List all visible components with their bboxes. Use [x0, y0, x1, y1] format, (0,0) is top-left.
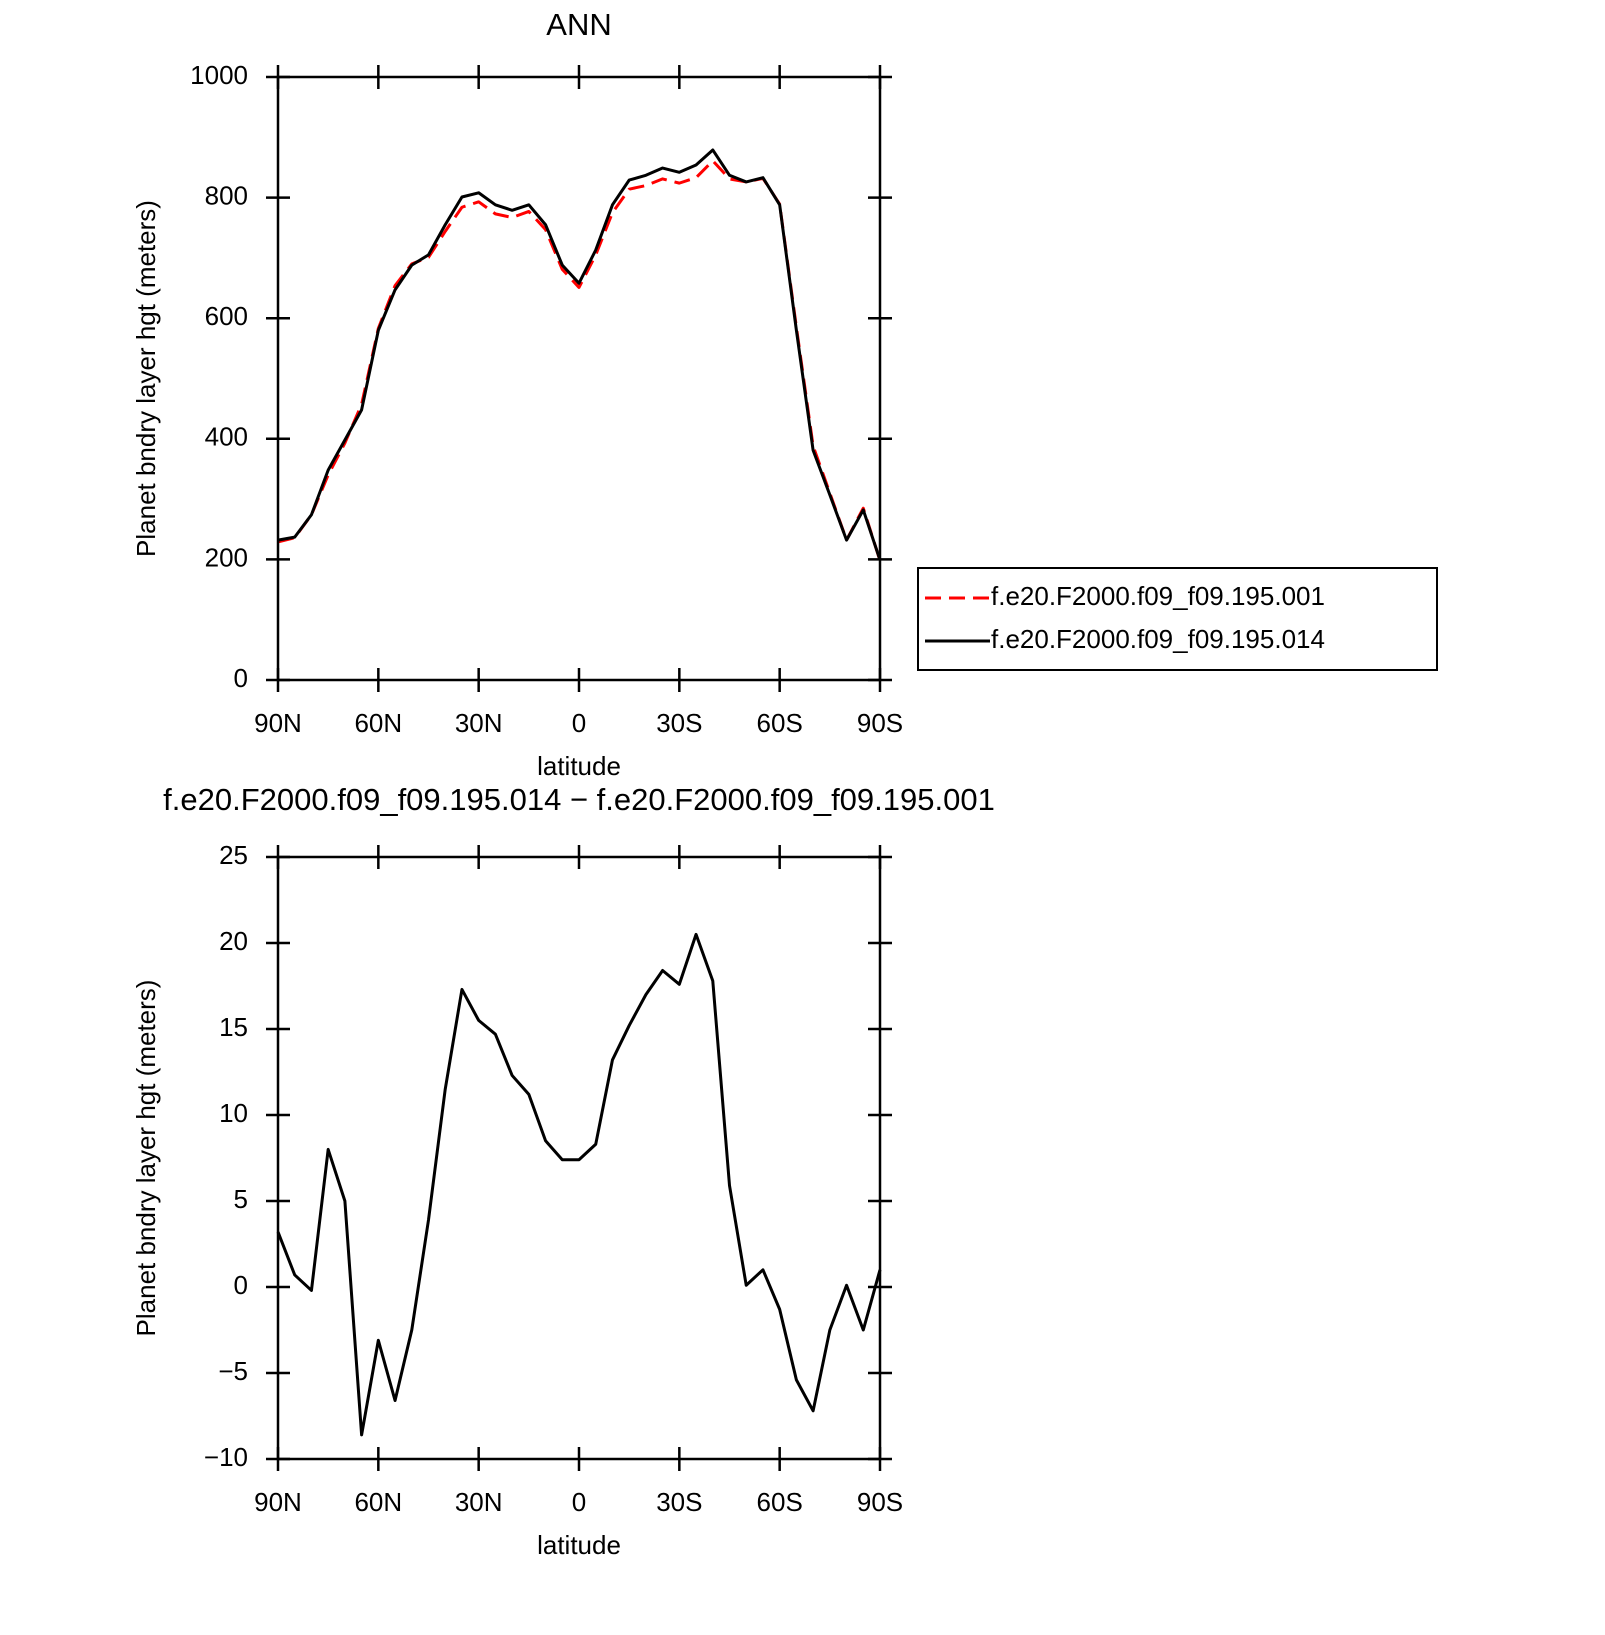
x-tick-label: 30N — [455, 1487, 503, 1517]
y-tick-label: 800 — [205, 180, 248, 210]
y-tick-label: 200 — [205, 542, 248, 572]
y-tick-label: 15 — [219, 1012, 248, 1042]
legend-label: f.e20.F2000.f09_f09.195.001 — [991, 581, 1325, 611]
y-tick-label: −10 — [204, 1442, 248, 1472]
x-tick-label: 60S — [757, 708, 803, 738]
plot-frame — [276, 75, 882, 682]
y-tick-label: 25 — [219, 840, 248, 870]
y-axis-label: Planet bndry layer hgt (meters) — [131, 200, 161, 557]
x-tick-label: 30S — [656, 1487, 702, 1517]
x-axis-label: latitude — [537, 1530, 621, 1560]
data-line — [277, 159, 882, 562]
legend-box — [917, 567, 1438, 671]
y-tick-label: 5 — [234, 1184, 248, 1214]
data-line — [277, 148, 882, 561]
x-tick-label: 0 — [572, 1487, 586, 1517]
x-tick-label: 30N — [455, 708, 503, 738]
y-tick-label: 600 — [205, 301, 248, 331]
x-tick-label: 90S — [857, 1487, 903, 1517]
plot-frame — [276, 855, 882, 1461]
x-tick-label: 60N — [354, 1487, 402, 1517]
y-tick-label: 400 — [205, 422, 248, 452]
data-line — [276, 932, 882, 1437]
x-tick-label: 90N — [254, 708, 302, 738]
y-tick-label: 0 — [234, 663, 248, 693]
legend-label: f.e20.F2000.f09_f09.195.014 — [991, 624, 1325, 654]
x-tick-label: 90S — [857, 708, 903, 738]
y-tick-label: 0 — [234, 1270, 248, 1300]
y-axis-label: Planet bndry layer hgt (meters) — [131, 980, 161, 1337]
chart-title: ANN — [546, 7, 611, 42]
x-axis-label: latitude — [537, 751, 621, 781]
x-tick-label: 60N — [354, 708, 402, 738]
y-tick-label: −5 — [218, 1356, 248, 1386]
x-tick-label: 0 — [572, 708, 586, 738]
y-tick-label: 10 — [219, 1098, 248, 1128]
y-tick-label: 1000 — [190, 60, 248, 90]
x-tick-label: 90N — [254, 1487, 302, 1517]
x-tick-label: 30S — [656, 708, 702, 738]
x-tick-label: 60S — [757, 1487, 803, 1517]
chart-title: f.e20.F2000.f09_f09.195.014 − f.e20.F200… — [163, 782, 995, 817]
y-tick-label: 20 — [219, 926, 248, 956]
